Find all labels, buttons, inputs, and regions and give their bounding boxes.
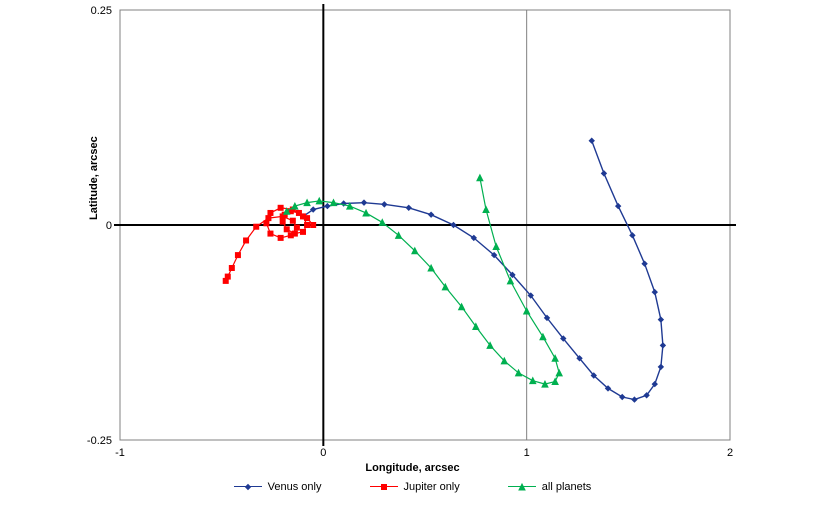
legend-swatch bbox=[370, 480, 398, 494]
legend: Venus only Jupiter only all planets bbox=[0, 480, 825, 497]
y-axis-label: Latitude, arcsec bbox=[88, 136, 100, 220]
y-tick-label: 0.25 bbox=[91, 5, 112, 17]
x-tick-label: 2 bbox=[727, 447, 733, 459]
y-tick-label: -0.25 bbox=[87, 435, 112, 447]
legend-label: Jupiter only bbox=[404, 481, 460, 493]
x-tick-label: 0 bbox=[320, 447, 326, 459]
legend-item-all-planets: all planets bbox=[508, 480, 592, 494]
legend-swatch bbox=[234, 480, 262, 494]
y-tick-label: 0 bbox=[106, 220, 112, 232]
chart-container: -1 0 1 2 -0.25 0 0.25 Latitude, arcsec Longitu… bbox=[0, 0, 825, 505]
legend-label: all planets bbox=[542, 481, 592, 493]
x-axis-label: Longitude, arcsec bbox=[0, 462, 825, 474]
legend-label: Venus only bbox=[268, 481, 322, 493]
chart-svg: -1 0 1 2 -0.25 0 0.25 bbox=[0, 0, 825, 505]
x-tick-label: 1 bbox=[524, 447, 530, 459]
x-tick-label: -1 bbox=[115, 447, 125, 459]
legend-item-jupiter-only: Jupiter only bbox=[370, 480, 460, 494]
legend-swatch bbox=[508, 480, 536, 494]
legend-item-venus-only: Venus only bbox=[234, 480, 322, 494]
